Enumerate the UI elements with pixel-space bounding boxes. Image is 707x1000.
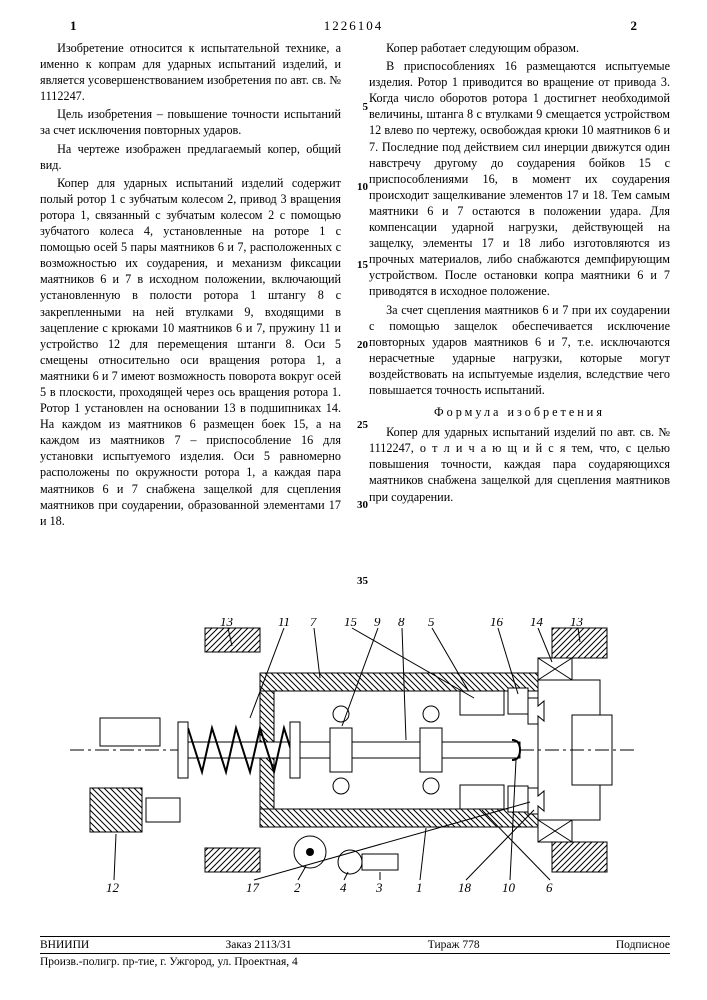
svg-text:1: 1 [416, 880, 423, 895]
svg-text:13: 13 [570, 618, 584, 629]
footer-tirazh: Тираж 778 [428, 939, 480, 951]
paragraph: Цель изобретения – повышение точности ис… [40, 106, 341, 138]
body-text-columns: Изобретение относится к испытательной те… [40, 40, 670, 610]
svg-text:8: 8 [398, 618, 405, 629]
svg-text:13: 13 [220, 618, 234, 629]
paragraph: За счет сцепления маятников 6 и 7 при их… [369, 302, 670, 399]
cross-section-diagram: 13 11 7 15 9 8 5 16 14 13 12 17 2 4 3 1 … [60, 618, 650, 898]
paragraph: На чертеже изображен предлагаемый копер,… [40, 141, 341, 173]
footer-address: Произв.-полигр. пр-тие, г. Ужгород, ул. … [40, 954, 670, 968]
svg-text:16: 16 [490, 618, 504, 629]
footer-org: ВНИИПИ [40, 939, 89, 951]
svg-text:3: 3 [375, 880, 383, 895]
svg-text:11: 11 [278, 618, 290, 629]
svg-text:5: 5 [428, 618, 435, 629]
svg-text:7: 7 [310, 618, 317, 629]
column-number-right: 2 [631, 18, 638, 34]
svg-text:6: 6 [546, 880, 553, 895]
paragraph: В приспособлениях 16 размещаются испытуе… [369, 58, 670, 299]
svg-text:10: 10 [502, 880, 516, 895]
svg-text:12: 12 [106, 880, 120, 895]
svg-text:18: 18 [458, 880, 472, 895]
svg-text:14: 14 [530, 618, 544, 629]
svg-text:4: 4 [340, 880, 347, 895]
formula-heading: Формула изобретения [369, 404, 670, 420]
claim-paragraph: Копер для ударных испытаний изделий по а… [369, 424, 670, 504]
paragraph: Копер работает следующим образом. [369, 40, 670, 56]
svg-text:15: 15 [344, 618, 358, 629]
svg-text:9: 9 [374, 618, 381, 629]
footer-order: Заказ 2113/31 [225, 939, 291, 951]
paragraph: Копер для ударных испытаний изделий соде… [40, 175, 341, 529]
svg-text:2: 2 [294, 880, 301, 895]
patent-number: 1226104 [0, 18, 707, 34]
footer-sub: Подписное [616, 939, 670, 951]
imprint-footer: ВНИИПИ Заказ 2113/31 Тираж 778 Подписное… [40, 936, 670, 968]
svg-text:17: 17 [246, 880, 260, 895]
paragraph: Изобретение относится к испытательной те… [40, 40, 341, 104]
